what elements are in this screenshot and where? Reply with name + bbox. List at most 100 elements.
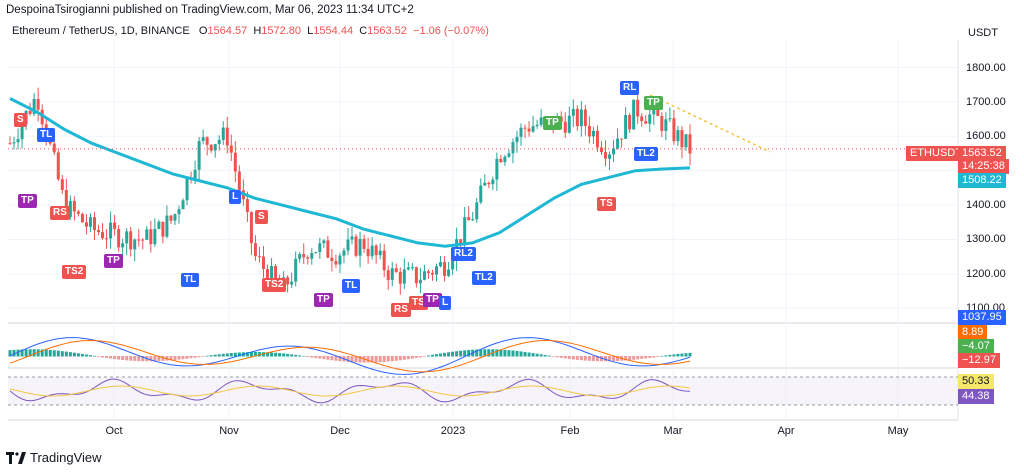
candle-body — [604, 152, 608, 159]
ma-value-tag: 1508.22 — [958, 173, 1006, 188]
macd-line-tag: −12.97 — [958, 353, 1000, 368]
macd-histogram-bar — [64, 351, 68, 357]
candle-body — [354, 236, 358, 256]
macd-histogram-bar — [451, 351, 455, 357]
macd-histogram-bar — [660, 355, 664, 357]
candle-body — [72, 201, 76, 212]
macd-histogram-bar — [612, 356, 616, 362]
candle-body — [479, 185, 483, 203]
candle-body — [350, 236, 354, 240]
macd-signal-tag: −4.07 — [958, 339, 994, 354]
macd-histogram-bar — [72, 352, 76, 357]
time-tick-label: 2023 — [440, 425, 466, 437]
macd-histogram-bar — [390, 356, 394, 362]
candle-body — [362, 238, 366, 249]
macd-histogram-bar — [189, 356, 193, 359]
candle-body — [261, 256, 265, 269]
candle-body — [640, 116, 644, 122]
candle-body — [32, 98, 36, 114]
macd-histogram-bar — [266, 352, 270, 357]
candle-body — [503, 156, 507, 163]
candle-body — [141, 239, 145, 241]
signal-marker-tp: TP — [644, 96, 663, 110]
macd-histogram-bar — [97, 356, 101, 357]
candle-body — [56, 152, 60, 180]
candle-body — [567, 115, 571, 133]
macd-histogram-bar — [523, 351, 527, 357]
signal-marker-ts2: TS2 — [62, 265, 87, 279]
macd-histogram-bar — [644, 356, 648, 359]
macd-histogram-bar — [245, 352, 249, 357]
macd-histogram-bar — [92, 355, 96, 357]
candle-body — [664, 119, 668, 131]
candle-body — [439, 262, 443, 267]
time-tick-label: Dec — [330, 425, 350, 437]
time-tick-label: Nov — [219, 425, 239, 437]
candle-body — [467, 217, 471, 221]
macd-histogram-bar — [80, 353, 84, 357]
macd-histogram-bar — [402, 356, 406, 360]
macd-histogram-bar — [640, 356, 644, 359]
signal-marker-s: S — [255, 210, 268, 224]
macd-histogram-bar — [475, 349, 479, 357]
macd-histogram-bar — [382, 356, 386, 362]
candle-body — [660, 116, 664, 131]
footer-brand[interactable]: TradingView — [6, 450, 102, 465]
macd-histogram-bar — [495, 349, 499, 357]
candle-body — [435, 266, 439, 275]
candle-body — [125, 231, 129, 244]
candle-body — [201, 137, 205, 142]
macd-histogram-bar — [129, 356, 133, 361]
signal-marker-tp: TP — [423, 293, 442, 307]
macd-histogram-bar — [515, 350, 519, 357]
candle-body — [519, 127, 523, 137]
macd-histogram-bar — [318, 356, 322, 359]
candle-body — [418, 279, 422, 284]
macd-histogram-bar — [624, 356, 628, 361]
candle-body — [105, 238, 109, 240]
candle-body — [595, 130, 599, 148]
signal-marker-tl: TL — [37, 128, 56, 142]
macd-histogram-bar — [137, 356, 141, 362]
macd-histogram-bar — [229, 353, 233, 357]
macd-histogram-bar — [257, 352, 261, 357]
candle-body — [475, 202, 479, 220]
candle-body — [676, 130, 680, 142]
macd-histogram-bar — [567, 356, 571, 359]
macd-histogram-bar — [213, 354, 217, 357]
currency-label: USDT — [968, 27, 998, 39]
macd-histogram-bar — [563, 356, 567, 359]
macd-histogram-bar — [290, 354, 294, 357]
candle-body — [358, 238, 362, 256]
candle-body — [591, 130, 595, 137]
symbol-legend: Ethereum / TetherUS, 1D, BINANCE O1564.5… — [12, 25, 489, 37]
close-label: C — [359, 25, 368, 37]
macd-histogram-bar — [551, 356, 555, 357]
macd-histogram-bar — [459, 350, 463, 357]
candle-body — [414, 267, 418, 284]
open-label: O — [198, 25, 208, 37]
candle-body — [374, 245, 378, 256]
signal-marker-tl2: TL2 — [634, 147, 658, 161]
signal-marker-tp: TP — [104, 254, 123, 268]
candle-body — [165, 215, 169, 237]
macd-histogram-bar — [398, 356, 402, 361]
candle-body — [322, 240, 326, 244]
open-value: 1564.57 — [207, 25, 248, 37]
candle-body — [366, 248, 370, 257]
candle-body — [378, 250, 382, 256]
macd-histogram-bar — [173, 356, 177, 361]
candle-body — [310, 252, 314, 259]
candle-body — [229, 145, 233, 153]
macd-histogram-bar — [101, 356, 105, 358]
candle-body — [117, 229, 121, 248]
symbol-name: Ethereum / TetherUS, 1D, BINANCE — [12, 25, 190, 37]
macd-histogram-bar — [193, 356, 197, 358]
signal-marker-ts: TS — [597, 197, 616, 211]
candle-body — [672, 118, 676, 142]
time-tick-label: Oct — [105, 425, 123, 437]
macd-histogram-bar — [688, 352, 692, 357]
macd-histogram-bar — [507, 350, 511, 357]
candle-body — [161, 221, 165, 237]
